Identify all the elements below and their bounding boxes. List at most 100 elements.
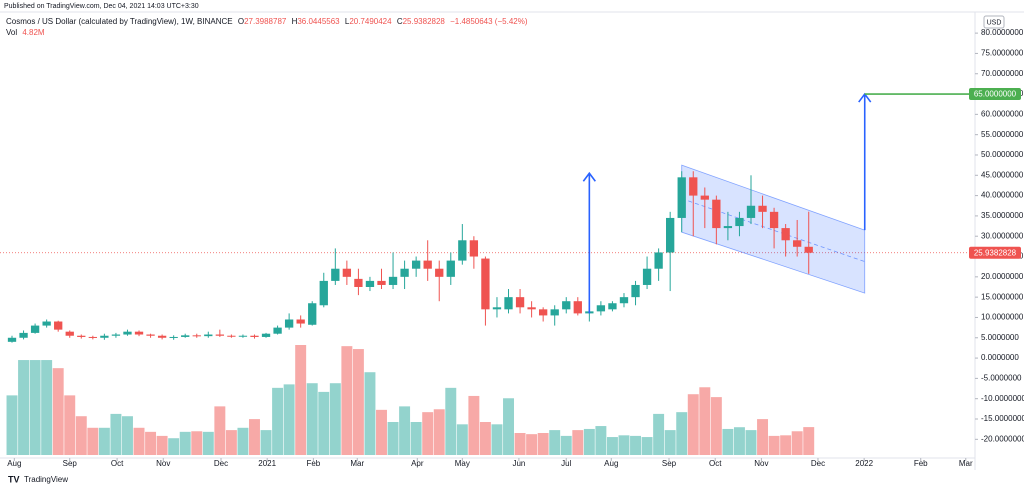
- arrow-head: [582, 171, 596, 182]
- candle-body: [435, 268, 444, 277]
- volume-value: 4.82M: [22, 28, 45, 37]
- candle-body: [42, 321, 51, 326]
- candle-body: [631, 284, 640, 298]
- candle-body: [446, 260, 455, 277]
- currency: USD: [987, 19, 1002, 26]
- candle-body: [100, 335, 109, 338]
- ohlc-letter: H: [292, 17, 298, 26]
- volume-bar: [606, 437, 618, 455]
- candle-body: [538, 309, 548, 316]
- x-tick-label: Dec: [214, 459, 228, 468]
- candle-body: [700, 195, 709, 200]
- volume-bar: [733, 427, 745, 455]
- candle-body: [781, 228, 790, 241]
- y-tick-label: 15.0000000: [981, 292, 1024, 301]
- x-tick-label: Dec: [811, 459, 825, 468]
- y-tick-label: 45.0000000: [981, 170, 1024, 179]
- x-tick-label: Mar: [350, 459, 364, 468]
- x-tick-label: Nov: [754, 459, 768, 468]
- volume-bar: [283, 384, 295, 455]
- legend-line: Cosmos / US Dollar (calculated by Tradin…: [6, 17, 528, 26]
- volume-bar: [433, 409, 445, 455]
- candle-body: [204, 334, 213, 337]
- candle-body: [331, 268, 340, 281]
- title: Cosmos / US Dollar (calculated by Tradin…: [6, 17, 233, 26]
- volume-bar: [6, 395, 18, 455]
- candle-body: [296, 319, 305, 324]
- candle-body: [723, 226, 733, 229]
- volume-bar: [549, 430, 561, 455]
- candle-body: [746, 205, 756, 218]
- y-tick-label: 5.0000000: [981, 333, 1019, 342]
- volume-bar: [526, 434, 538, 455]
- candle-body: [192, 335, 201, 337]
- candle-body: [19, 332, 28, 338]
- volume-bar: [399, 406, 411, 455]
- ohlc-letter: L: [345, 17, 350, 26]
- x-tick-label: Nov: [156, 459, 170, 468]
- volume-bar: [341, 346, 353, 455]
- candle-body: [793, 240, 802, 247]
- volume-bar: [757, 419, 769, 455]
- candle-body: [250, 335, 259, 337]
- volume-bar: [456, 424, 468, 455]
- x-tick-label: Apr: [411, 459, 424, 468]
- candle-body: [712, 199, 721, 229]
- x-tick-label: Oct: [709, 459, 722, 468]
- candle-body: [492, 307, 502, 310]
- ohlc-letter: O: [238, 17, 244, 26]
- candle-body: [261, 333, 271, 337]
- volume-bar: [364, 372, 376, 455]
- y-tick-label: 55.0000000: [981, 130, 1024, 139]
- candle-body: [157, 335, 167, 338]
- volume-bar: [272, 387, 284, 455]
- level-tag: [969, 88, 1021, 101]
- volume-bar: [630, 435, 642, 455]
- volume-bar: [745, 430, 757, 455]
- candle-body: [400, 268, 409, 277]
- candle-body: [608, 303, 617, 310]
- y-tick-label: 75.0000000: [981, 49, 1024, 58]
- candle-body: [88, 336, 97, 338]
- volume-bar: [225, 430, 237, 455]
- x-tick-label: Sep: [63, 459, 78, 468]
- x-tick-label: Feb: [914, 459, 928, 468]
- candle-body: [654, 252, 663, 269]
- candle-body: [515, 297, 525, 308]
- candle-body: [111, 334, 121, 336]
- candle-body: [642, 268, 652, 285]
- candle-body: [308, 303, 317, 325]
- candle-body: [123, 331, 132, 335]
- candle-body: [596, 305, 606, 312]
- candle-body: [342, 268, 352, 277]
- x-tick-label: Feb: [306, 459, 320, 468]
- candle-body: [134, 331, 144, 335]
- x-tick-label: Oct: [111, 459, 124, 468]
- candle-body: [666, 217, 675, 253]
- price-tag-label: 25.9382828: [974, 248, 1017, 257]
- volume-bar: [537, 433, 549, 455]
- candle-body: [504, 297, 513, 310]
- volume-bar: [387, 422, 399, 455]
- volume-bar: [676, 412, 688, 455]
- y-tick-label: -10.0000000: [981, 394, 1024, 403]
- candle-body: [181, 335, 190, 337]
- volume-bar: [445, 387, 457, 455]
- candle-body: [769, 211, 779, 229]
- y-tick-label: 40.0000000: [981, 191, 1024, 200]
- candle-body: [677, 177, 686, 218]
- candle-body: [423, 260, 432, 269]
- x-tick-label: Jul: [561, 459, 571, 468]
- x-tick-label: Aug: [604, 459, 618, 468]
- y-tick-label: -20.0000000: [981, 434, 1024, 443]
- candle-body: [77, 335, 86, 337]
- candle-body: [411, 260, 421, 269]
- volume-bar: [29, 360, 41, 455]
- ohlc-value: 25.9382828: [403, 17, 446, 26]
- volume-bar: [249, 419, 260, 455]
- volume-bar: [179, 431, 191, 455]
- candle-body: [169, 336, 178, 338]
- volume-bar: [318, 391, 330, 455]
